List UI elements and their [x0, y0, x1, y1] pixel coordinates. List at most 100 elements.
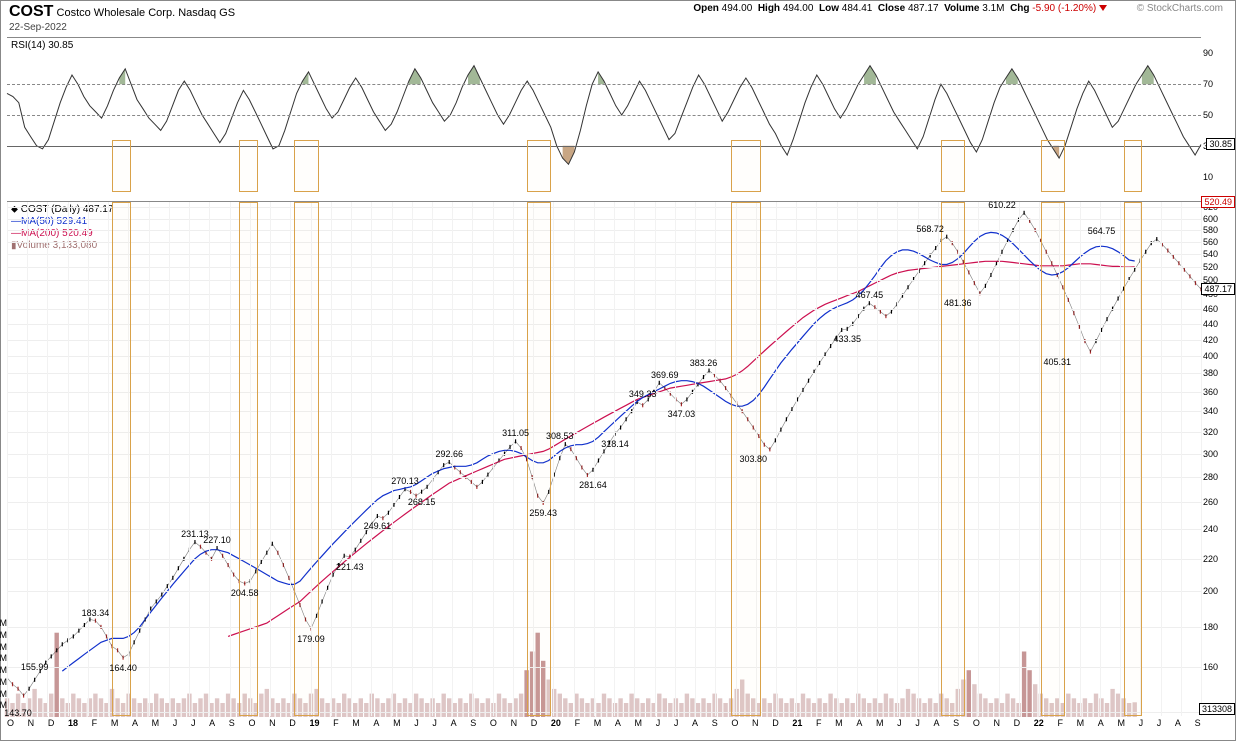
x-tick: J: [897, 718, 902, 736]
price-annotation: 318.14: [601, 439, 629, 449]
price-grid-v: [108, 202, 109, 716]
x-tick: A: [615, 718, 621, 736]
price-tag: 520.49: [1201, 196, 1235, 208]
price-y-tick: 540: [1203, 249, 1229, 259]
close-label: Close: [878, 3, 905, 14]
price-grid-h: [7, 324, 1201, 325]
price-annotation: 303.80: [739, 454, 767, 464]
x-tick: F: [92, 718, 98, 736]
price-grid-v: [1100, 202, 1101, 716]
x-tick: D: [48, 718, 55, 736]
x-tick: J: [191, 718, 196, 736]
x-tick: M: [393, 718, 401, 736]
volume-y-tick: 17.5M: [0, 630, 7, 640]
price-grid-v: [816, 202, 817, 716]
price-grid-v: [513, 202, 514, 716]
price-annotation: 204.58: [231, 588, 259, 598]
down-triangle-icon: [1099, 5, 1107, 11]
x-tick: M: [111, 718, 119, 736]
price-grid-h: [7, 309, 1201, 310]
x-tick: 21: [792, 718, 802, 736]
x-tick: A: [1098, 718, 1104, 736]
x-tick: D: [531, 718, 538, 736]
price-annotation: 164.40: [109, 663, 137, 673]
rsi-panel: RSI(14) 30.85 103050709030.85: [7, 37, 1201, 192]
price-grid-v: [918, 202, 919, 716]
price-grid-v: [392, 202, 393, 716]
high-value: 494.00: [783, 3, 814, 14]
price-y-tick: 180: [1203, 622, 1229, 632]
x-tick: M: [352, 718, 360, 736]
price-grid-v: [68, 202, 69, 716]
volume-y-tick: 20.0M: [0, 618, 7, 628]
price-grid-v: [1059, 202, 1060, 716]
x-tick: M: [1077, 718, 1085, 736]
x-tick: J: [414, 718, 419, 736]
x-tick: S: [1195, 718, 1201, 736]
price-tag: 487.17: [1201, 283, 1235, 295]
price-grid-v: [209, 202, 210, 716]
x-tick: M: [876, 718, 884, 736]
price-grid-h: [7, 477, 1201, 478]
company-name: Costco Wholesale Corp.: [57, 7, 176, 19]
price-annotation: 369.69: [651, 370, 679, 380]
x-tick: A: [856, 718, 862, 736]
price-grid-v: [1140, 202, 1141, 716]
price-y-tick: 340: [1203, 406, 1229, 416]
volume-value: 3.1M: [982, 3, 1004, 14]
x-tick: S: [229, 718, 235, 736]
price-y-tick: 220: [1203, 554, 1229, 564]
price-grid-h: [7, 627, 1201, 628]
price-annotation: 467.45: [856, 290, 884, 300]
price-grid-v: [958, 202, 959, 716]
price-annotation: 292.66: [435, 449, 463, 459]
x-tick: D: [1014, 718, 1021, 736]
price-grid-v: [128, 202, 129, 716]
x-tick: J: [173, 718, 178, 736]
volume-label: Volume: [944, 3, 979, 14]
price-annotation: 259.43: [529, 508, 557, 518]
volume-tag: 313308: [1199, 703, 1235, 715]
x-tick: A: [692, 718, 698, 736]
ticker-symbol: COST: [9, 3, 53, 20]
price-y-tick: 380: [1203, 368, 1229, 378]
chart-header: COST Costco Wholesale Corp. Nasdaq GS 22…: [9, 3, 1227, 39]
price-annotation: 179.09: [297, 634, 325, 644]
x-tick: J: [656, 718, 661, 736]
volume-y-tick: 15.0M: [0, 642, 7, 652]
rsi-y-tick: 50: [1203, 110, 1229, 120]
rsi-ref-line: [7, 115, 1201, 116]
price-grid-v: [331, 202, 332, 716]
price-grid-v: [1181, 202, 1182, 716]
price-grid-v: [1019, 202, 1020, 716]
x-tick: F: [1057, 718, 1063, 736]
price-annotation: 405.31: [1044, 357, 1072, 367]
price-grid-h: [7, 219, 1201, 220]
price-y-tick: 560: [1203, 237, 1229, 247]
price-grid-v: [27, 202, 28, 716]
price-grid-v: [432, 202, 433, 716]
price-grid-v: [1080, 202, 1081, 716]
price-grid-v: [1039, 202, 1040, 716]
x-tick: J: [1157, 718, 1162, 736]
price-grid-h: [7, 230, 1201, 231]
x-tick: A: [209, 718, 215, 736]
source-attribution: © StockCharts.com: [1137, 3, 1223, 14]
price-annotation: 610.22: [988, 200, 1016, 210]
x-tick: O: [248, 718, 255, 736]
price-grid-h: [7, 373, 1201, 374]
x-tick: S: [953, 718, 959, 736]
price-grid-h: [7, 207, 1201, 208]
price-annotation: 143.70: [4, 708, 32, 718]
volume-y-tick: 10.0M: [0, 665, 7, 675]
chart-date: 22-Sep-2022: [9, 22, 67, 33]
x-axis: OND18FMAMJJASOND19FMAMJJASOND20FMAMJJASO…: [7, 718, 1201, 736]
price-grid-v: [594, 202, 595, 716]
price-y-tick: 580: [1203, 225, 1229, 235]
price-grid-v: [614, 202, 615, 716]
price-grid-v: [897, 202, 898, 716]
x-tick: A: [132, 718, 138, 736]
price-grid-v: [634, 202, 635, 716]
price-grid-v: [776, 202, 777, 716]
x-tick: F: [575, 718, 581, 736]
